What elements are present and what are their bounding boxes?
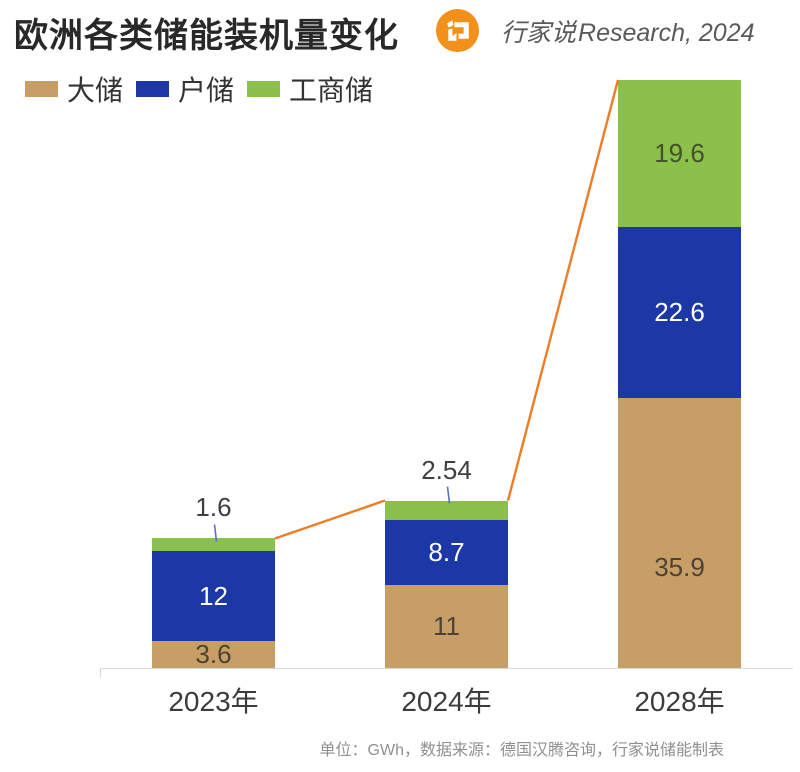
legend: 大储 户储 工商储: [25, 69, 373, 109]
value-callout-2023年-工商储: 1.6: [195, 492, 232, 523]
brand-header: 行家说 Research, 2024: [436, 9, 755, 52]
brand-name-en: Research, 2024: [578, 18, 755, 47]
value-label-2024年-大储: 11: [433, 611, 460, 642]
trend-line-segment-2: [506, 79, 620, 501]
value-label-2024年-户储: 8.7: [428, 536, 465, 567]
x-axis-left-tick: [100, 668, 101, 678]
legend-label: 大储: [67, 75, 124, 106]
bar-segment-2024年-大储: [385, 585, 508, 668]
legend-label: 户储: [178, 75, 235, 106]
value-label-2023年-户储: 12: [199, 580, 228, 611]
value-callout-2024年-工商储: 2.54: [421, 454, 472, 485]
value-label-2028年-户储: 22.6: [654, 297, 705, 328]
legend-label: 工商储: [289, 75, 374, 106]
legend-item-户储: 户储: [136, 69, 234, 109]
bar-segment-2028年-大储: [618, 397, 741, 668]
hangjiashuo-logo-icon: [436, 9, 479, 52]
x-axis-label-2028年: 2028年: [634, 686, 725, 717]
brand-name-cn: 行家说: [501, 19, 577, 47]
bar-segment-2024年-户储: [385, 519, 508, 586]
page-title: 欧洲各类储能装机量变化: [14, 17, 399, 55]
legend-item-工商储: 工商储: [247, 69, 373, 109]
bar-segment-2023年-工商储: [152, 538, 275, 551]
source-note: 单位：GWh，数据来源：德国汉腾咨询，行家说储能制表: [319, 742, 724, 759]
bar-segment-2028年-工商储: [618, 79, 741, 228]
value-label-2023年-大储: 3.6: [195, 638, 232, 669]
bar-segment-2023年-户储: [152, 550, 275, 641]
legend-item-大储: 大储: [25, 69, 123, 109]
bar-segment-2028年-户储: [618, 227, 741, 398]
x-axis-label-2023年: 2023年: [168, 686, 259, 717]
brand-text: 行家说 Research, 2024: [501, 13, 755, 49]
legend-swatch-户储: [136, 81, 170, 97]
legend-swatch-大储: [25, 81, 58, 97]
bar-segment-2023年-大储: [152, 640, 275, 668]
value-label-2028年-工商储: 19.6: [654, 137, 705, 168]
value-label-2028年-大储: 35.9: [654, 551, 705, 582]
trend-line-segment-1: [274, 499, 386, 540]
legend-swatch-工商储: [247, 81, 281, 97]
x-axis-baseline: [100, 668, 793, 669]
x-axis-label-2024年: 2024年: [401, 686, 492, 717]
bar-segment-2024年-工商储: [385, 500, 508, 520]
